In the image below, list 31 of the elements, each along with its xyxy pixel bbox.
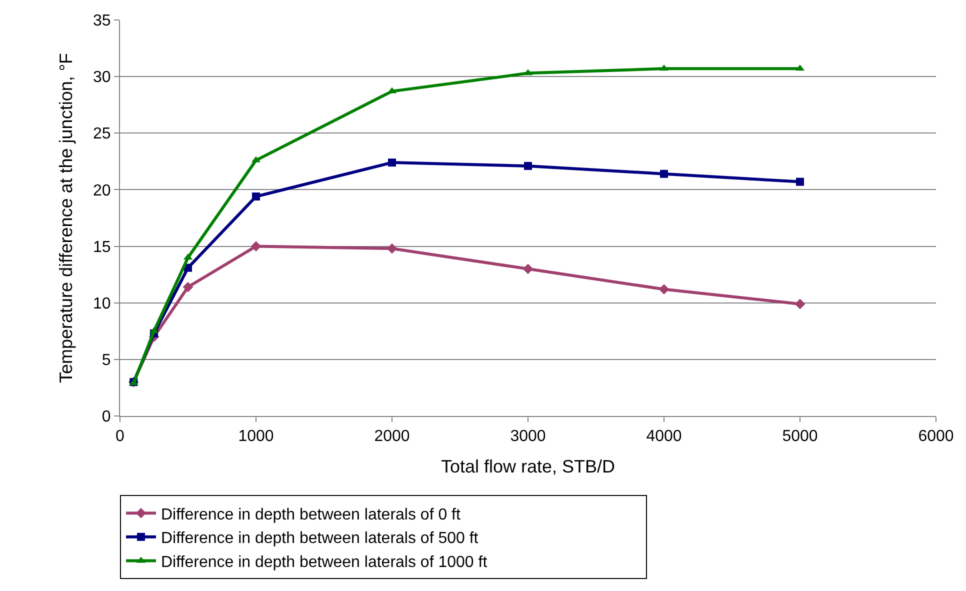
point bbox=[386, 243, 398, 254]
point bbox=[796, 178, 804, 186]
point bbox=[252, 192, 260, 200]
y-tick-label: 5 bbox=[102, 352, 111, 370]
y-tick-label: 35 bbox=[93, 12, 111, 30]
x-tick-label: 3000 bbox=[510, 428, 546, 446]
point bbox=[794, 298, 806, 310]
point bbox=[658, 284, 670, 294]
legend-label: Difference in depth between laterals of 0 ft bbox=[161, 506, 461, 524]
x-tick-label: 0 bbox=[116, 428, 125, 446]
legend-label: Difference in depth between laterals of 1000 ft bbox=[161, 554, 488, 571]
x-axis-title: Total flow rate, STB/D bbox=[440, 456, 616, 476]
x-tick-label: 5000 bbox=[782, 428, 818, 446]
point bbox=[182, 282, 194, 292]
y-tick-label: 15 bbox=[93, 238, 111, 256]
x-tick-label: 2000 bbox=[374, 428, 410, 446]
legend-label: Difference in depth between laterals of 500 ft bbox=[161, 530, 479, 548]
y-tick-label: 25 bbox=[93, 126, 111, 143]
x-tick-label: 4000 bbox=[646, 428, 682, 446]
point bbox=[388, 158, 396, 167]
x-tick-label: 1000 bbox=[238, 428, 274, 446]
point bbox=[522, 264, 534, 274]
x-tick-label: 6000 bbox=[918, 428, 954, 446]
y-tick-label: 20 bbox=[93, 182, 111, 200]
y-axis-title: Temperature difference at the junction, °F bbox=[56, 52, 76, 384]
y-tick-label: 10 bbox=[93, 295, 111, 312]
point bbox=[660, 170, 668, 178]
y-tick-label: 30 bbox=[93, 69, 111, 86]
point bbox=[250, 241, 262, 252]
point bbox=[524, 162, 532, 170]
y-tick-label: 0 bbox=[102, 408, 111, 426]
